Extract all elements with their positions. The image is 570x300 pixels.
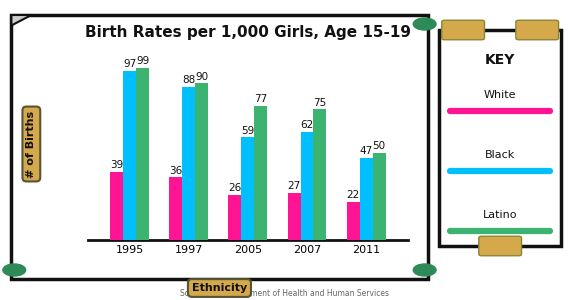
- Bar: [123, 71, 136, 240]
- Bar: [287, 193, 300, 240]
- Bar: [229, 195, 242, 240]
- Bar: [373, 153, 385, 240]
- Text: 50: 50: [372, 141, 385, 151]
- Text: 59: 59: [241, 125, 255, 136]
- Text: Source: US Department of Health and Human Services: Source: US Department of Health and Huma…: [181, 290, 389, 298]
- Text: 62: 62: [300, 120, 314, 130]
- Bar: [347, 202, 360, 240]
- Text: 77: 77: [254, 94, 267, 104]
- Text: # of Births: # of Births: [26, 110, 36, 178]
- Bar: [111, 172, 123, 240]
- Text: Ethnicity: Ethnicity: [192, 283, 247, 293]
- Text: 99: 99: [136, 56, 149, 66]
- Text: White: White: [484, 89, 516, 100]
- Text: 39: 39: [110, 160, 124, 170]
- Bar: [360, 158, 373, 240]
- Title: Birth Rates per 1,000 Girls, Age 15-19: Birth Rates per 1,000 Girls, Age 15-19: [85, 25, 411, 40]
- Bar: [300, 132, 314, 240]
- Bar: [136, 68, 149, 240]
- Bar: [169, 177, 182, 240]
- Text: KEY: KEY: [485, 53, 515, 67]
- Bar: [254, 106, 267, 240]
- Bar: [242, 137, 254, 240]
- Text: 90: 90: [196, 72, 209, 82]
- Bar: [196, 83, 209, 240]
- Text: 97: 97: [123, 59, 136, 69]
- Text: 27: 27: [287, 181, 300, 191]
- Bar: [314, 110, 327, 240]
- Text: Black: Black: [485, 149, 515, 160]
- Text: 22: 22: [347, 190, 360, 200]
- Text: 36: 36: [169, 166, 182, 176]
- Text: Latino: Latino: [483, 209, 518, 220]
- Bar: [182, 87, 196, 240]
- Text: 75: 75: [314, 98, 327, 108]
- Text: 26: 26: [229, 183, 242, 193]
- Text: 88: 88: [182, 75, 196, 85]
- Text: 47: 47: [360, 146, 373, 156]
